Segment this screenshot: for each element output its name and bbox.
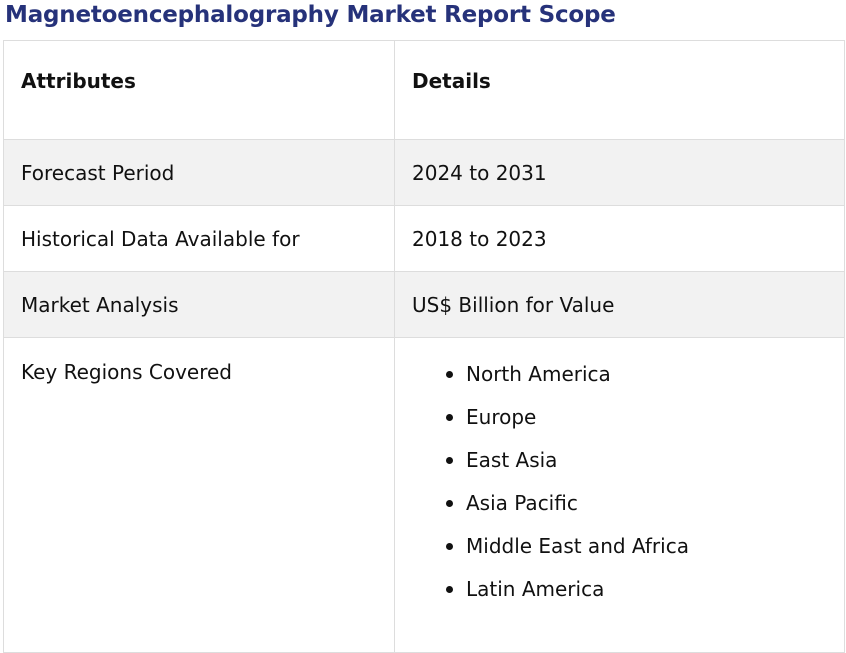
page-title: Magnetoencephalography Market Report Sco… — [5, 2, 616, 28]
bullet-icon — [446, 543, 453, 550]
region-label: Asia Pacific — [466, 491, 578, 515]
detail-cell: US$ Billion for Value — [394, 271, 845, 338]
table-header-row: Attributes Details — [3, 40, 845, 140]
bullet-icon — [446, 586, 453, 593]
region-label: Middle East and Africa — [466, 534, 689, 558]
bullet-icon — [446, 500, 453, 507]
detail-cell: 2024 to 2031 — [394, 139, 845, 206]
table-row: Market Analysis US$ Billion for Value — [3, 271, 845, 338]
list-item: North America — [446, 355, 827, 398]
region-label: Europe — [466, 405, 537, 429]
table-row: Historical Data Available for 2018 to 20… — [3, 205, 845, 272]
bullet-icon — [446, 371, 453, 378]
region-label: Latin America — [466, 577, 605, 601]
region-label: East Asia — [466, 448, 558, 472]
detail-cell: 2018 to 2023 — [394, 205, 845, 272]
detail-cell-regions: North America Europe East Asia Asia Paci… — [394, 337, 845, 653]
region-label: North America — [466, 362, 611, 386]
attribute-cell: Key Regions Covered — [3, 337, 395, 653]
list-item: Europe — [446, 398, 827, 441]
bullet-icon — [446, 457, 453, 464]
list-item: Asia Pacific — [446, 484, 827, 527]
table-row: Forecast Period 2024 to 2031 — [3, 139, 845, 206]
table-row-regions: Key Regions Covered North America Europe… — [3, 337, 845, 653]
header-attributes: Attributes — [3, 40, 395, 140]
attribute-cell: Market Analysis — [3, 271, 395, 338]
attribute-cell: Historical Data Available for — [3, 205, 395, 272]
list-item: Middle East and Africa — [446, 527, 827, 570]
region-list: North America Europe East Asia Asia Paci… — [412, 355, 827, 613]
bullet-icon — [446, 414, 453, 421]
attribute-cell: Forecast Period — [3, 139, 395, 206]
report-scope-table: Attributes Details Forecast Period 2024 … — [3, 40, 845, 653]
header-details: Details — [394, 40, 845, 140]
list-item: East Asia — [446, 441, 827, 484]
list-item: Latin America — [446, 570, 827, 613]
